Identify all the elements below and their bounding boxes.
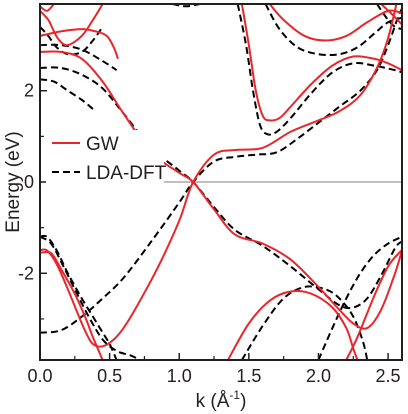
x-tick-label: 2.5 [376,366,401,386]
gw-band-6 [40,4,55,12]
y-tick-label: 2 [24,81,34,101]
legend: GW LDA-DFT [46,130,167,190]
x-tick-label: 1.0 [167,366,192,386]
x-tick-label: 0.5 [97,366,122,386]
lda-dft-band-1 [40,234,118,360]
gw-band-10 [227,290,359,360]
x-tick-label: 2.0 [306,366,331,386]
gw-band-1 [40,250,104,360]
lda-dft-band-4 [40,66,402,310]
x-tick-label: 0.0 [27,366,52,386]
gw-band-4 [40,28,119,60]
gw-band-9 [380,4,402,26]
gw-band-11 [345,249,402,360]
y-tick-label: 0 [24,172,34,192]
x-tick-label: 1.5 [236,366,261,386]
gw-band-2 [40,4,398,348]
y-axis-title: Energy (eV) [3,131,24,232]
gw-band-7 [240,4,402,122]
gw-band-8 [268,4,402,42]
gw-band-5 [40,4,104,47]
x-axis-title: k (Å-1) [196,388,247,412]
lda-dft-band-13 [317,235,402,360]
x-axis-title-superscript: -1 [229,388,240,402]
legend-background [46,130,164,190]
y-tick-label: -2 [18,263,34,283]
legend-label-lda-dft: LDA-DFT [86,163,167,184]
lda-dft-band-9 [236,4,402,136]
legend-label-gw: GW [86,134,119,155]
lda-dft-band-12 [241,285,369,360]
y-axis-ticks: -2 0 2 [18,44,47,320]
x-axis-ticks: 0.0 0.5 1.0 1.5 2.0 2.5 [27,353,401,386]
band-curves [40,4,402,360]
gw-band-3 [40,50,402,330]
lda-dft-band-10 [264,4,402,57]
